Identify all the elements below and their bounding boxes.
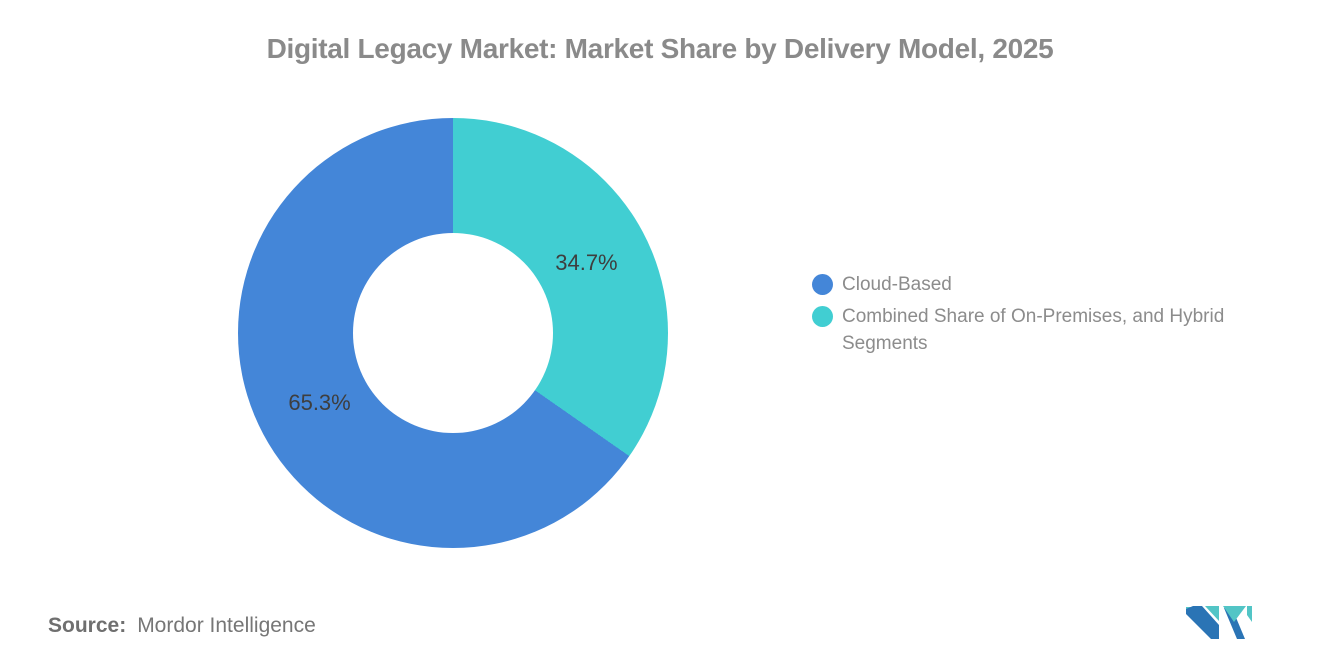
legend-item-combined-segments: Combined Share of On-Premises, and Hybri… [812,303,1272,357]
donut-chart: 65.3% 34.7% [238,118,668,548]
legend-item-cloud-based: Cloud-Based [812,271,1272,298]
legend-label-cloud-based: Cloud-Based [842,274,952,295]
legend-swatch-cloud-based [812,274,833,295]
chart-title: Digital Legacy Market: Market Share by D… [266,33,1054,64]
mordor-intelligence-logo [1186,606,1252,639]
logo-shape [1224,608,1245,639]
slice-value-label-cloud-based: 65.3% [288,389,351,415]
source-line: Source: Mordor Intelligence [48,614,316,638]
legend-label-combined-segments: Combined Share of On-Premises, and Hybri… [842,306,1225,354]
logo-shape [1223,606,1246,622]
source-label: Source: [48,614,127,637]
legend-swatch-combined-segments [812,306,833,327]
logo-shape [1186,606,1219,639]
donut-hole [353,233,553,433]
legend: Cloud-Based Combined Share of On-Premise… [812,271,1272,357]
slice-value-label-combined-segments: 34.7% [555,250,618,276]
source-value: Mordor Intelligence [137,614,316,637]
logo-shape [1247,606,1252,622]
logo-shape [1205,606,1219,621]
